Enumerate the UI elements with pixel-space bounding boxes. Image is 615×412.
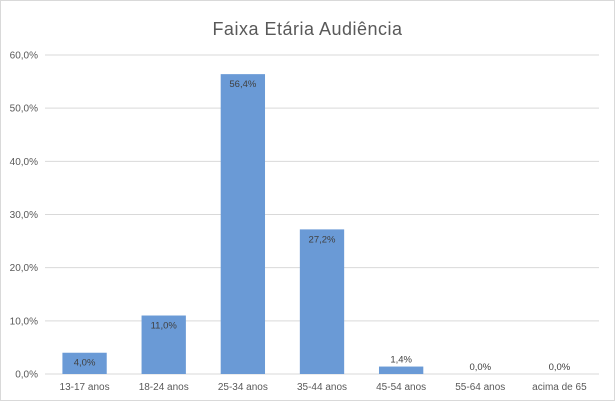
data-label: 0,0% xyxy=(469,362,491,373)
bar xyxy=(62,352,107,374)
data-label: 0,0% xyxy=(549,362,571,373)
y-tick-label: 0,0% xyxy=(15,370,38,381)
data-label: 27,2% xyxy=(309,234,336,245)
data-label: 56,4% xyxy=(229,79,256,90)
x-tick-label: 45-54 anos xyxy=(376,382,426,393)
x-tick-label: 13-17 anos xyxy=(60,382,110,393)
x-tick-label: 35-44 anos xyxy=(297,382,347,393)
x-tick-label: 55-64 anos xyxy=(455,382,505,393)
data-label: 1,4% xyxy=(390,355,412,366)
y-tick-label: 50,0% xyxy=(10,104,38,115)
y-tick-label: 40,0% xyxy=(10,157,38,168)
bar-chart: 0,0% 10,0% 20,0% 30,0% 40,0% 50,0% 60,0% 4,0% 13… xyxy=(10,51,599,393)
y-tick-label: 10,0% xyxy=(10,316,38,327)
y-tick-label: 60,0% xyxy=(10,51,38,62)
bar xyxy=(378,366,424,374)
chart-frame: Faixa Etária Audiência 0,0% 10,0% 20,0% 30,… xyxy=(0,0,615,401)
y-tick-label: 30,0% xyxy=(10,210,38,221)
bar xyxy=(220,74,266,374)
x-tick-label: 18-24 anos xyxy=(139,382,189,393)
data-label: 4,0% xyxy=(74,358,96,369)
x-tick-label: acima de 65 xyxy=(532,382,587,393)
y-tick-label: 20,0% xyxy=(10,263,38,274)
bar xyxy=(141,315,186,374)
x-tick-label: 25-34 anos xyxy=(218,382,268,393)
data-label: 11,0% xyxy=(151,321,178,332)
chart-title: Faixa Etária Audiência xyxy=(212,19,403,39)
bar xyxy=(299,229,345,374)
